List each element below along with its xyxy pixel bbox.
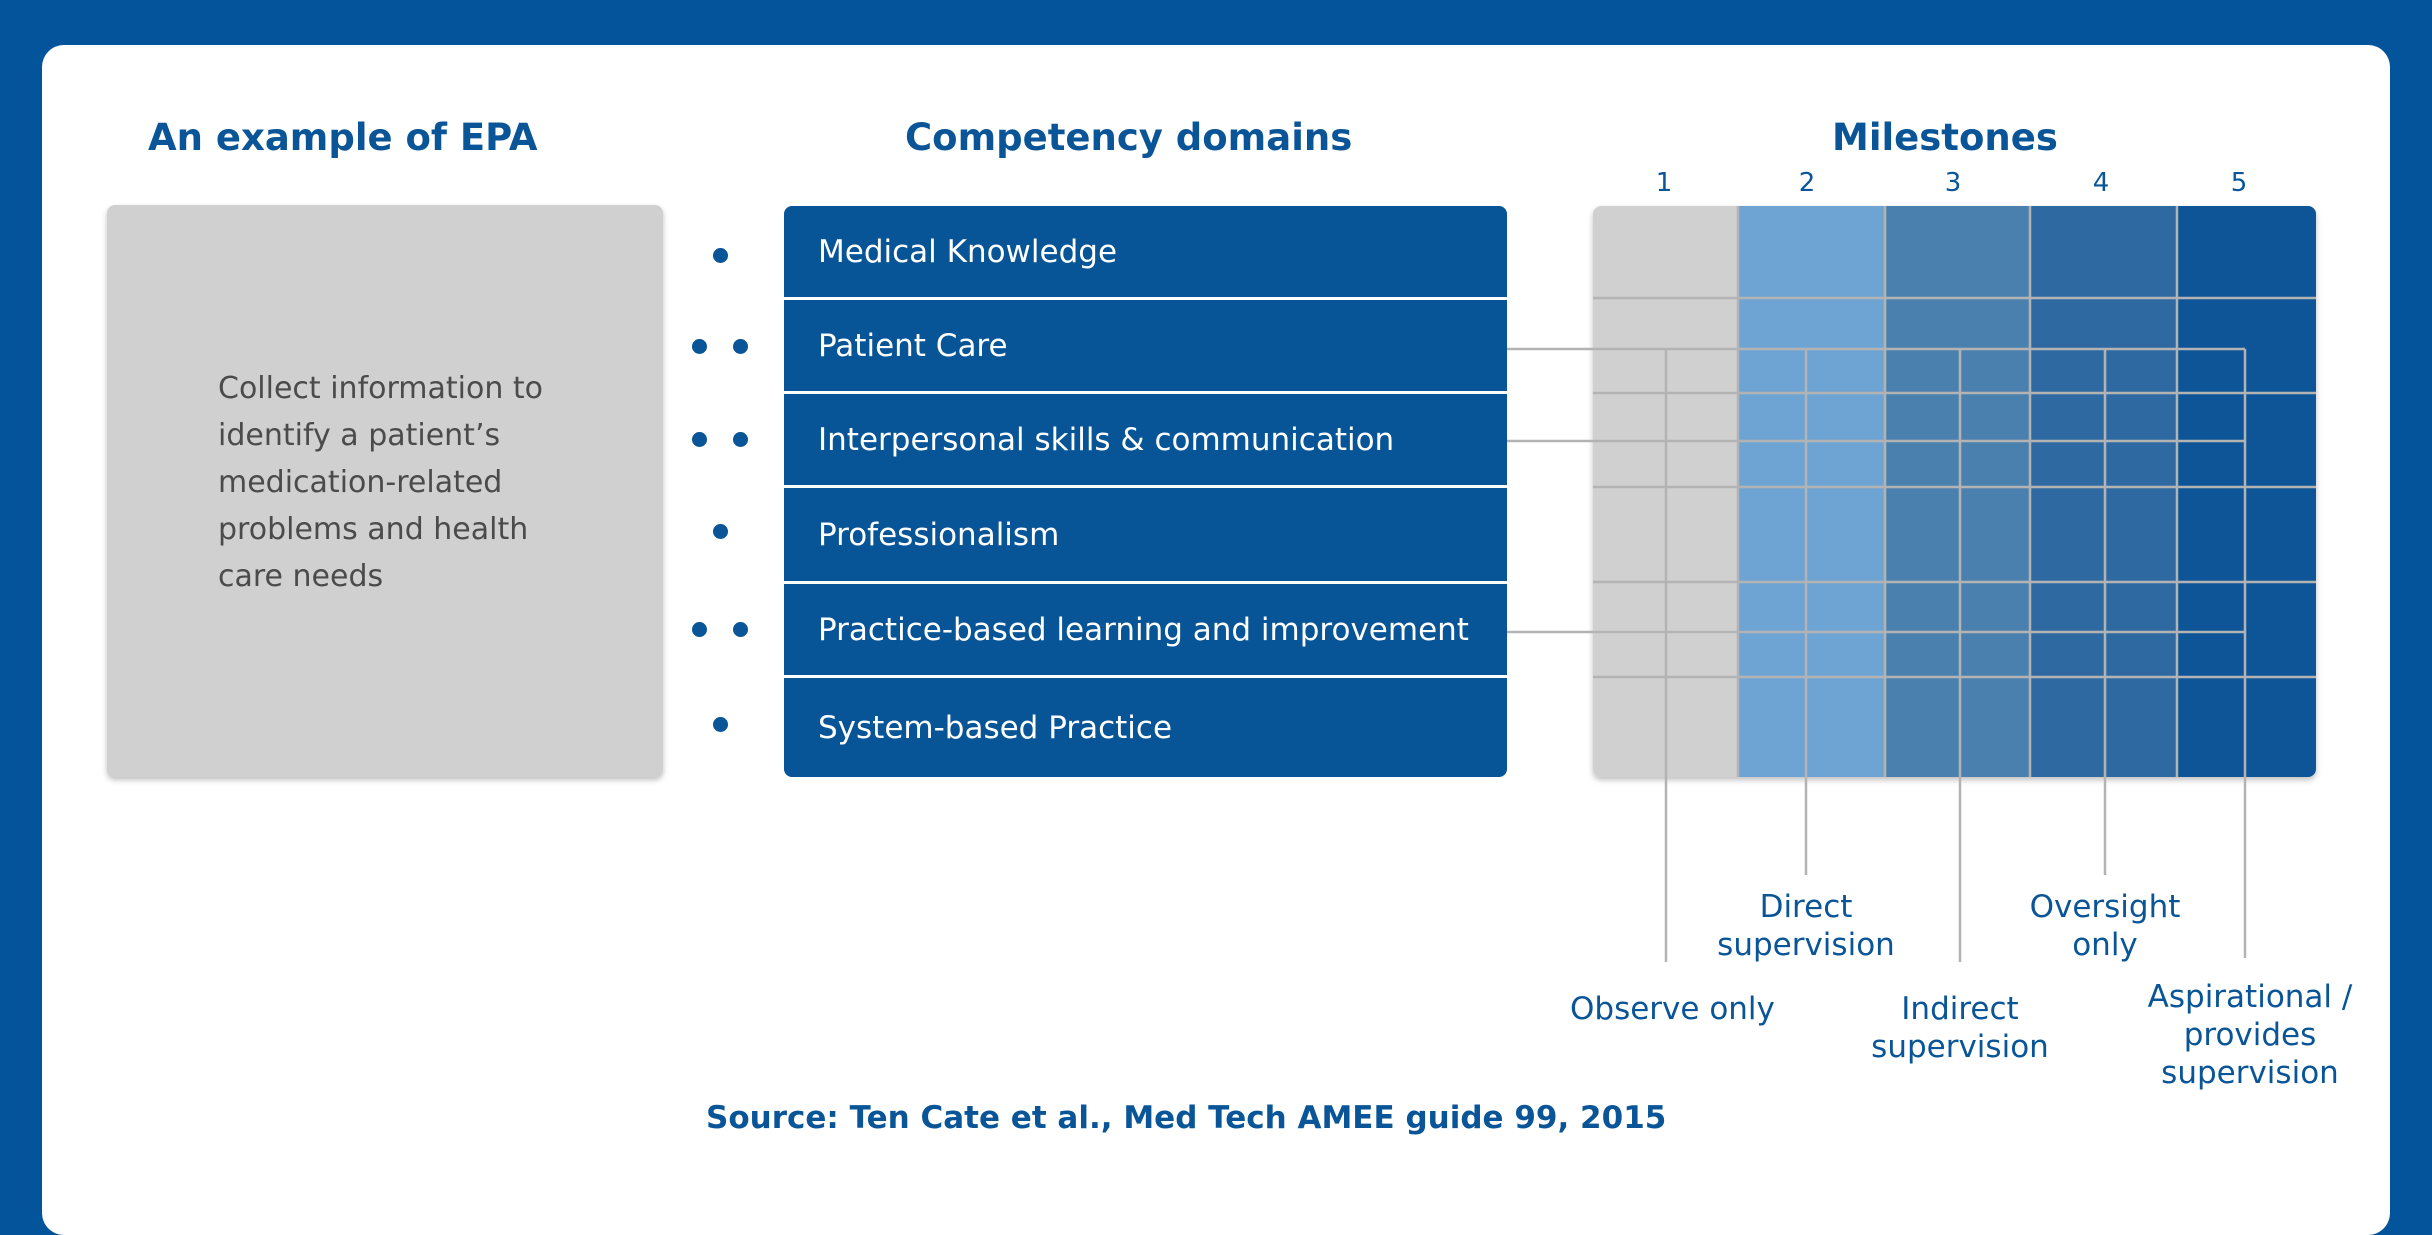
domain-label: Patient Care (818, 327, 1008, 364)
domain-label: Professionalism (818, 516, 1060, 553)
epa-line: Collect information to (218, 371, 544, 406)
domain-row-medical-knowledge: Medical Knowledge (784, 206, 1507, 297)
milestone-label-direct: Direct supervision (1717, 889, 1895, 963)
relevance-dot (713, 248, 728, 263)
milestone-column-number: 2 (1798, 168, 1816, 198)
domain-row-system-based: System-based Practice (784, 678, 1507, 777)
domain-label: Medical Knowledge (818, 233, 1118, 270)
milestone-label-indirect: Indirect supervision (1871, 991, 2049, 1065)
milestone-column-2 (1738, 206, 1885, 777)
domain-row-patient-care: Patient Care (784, 300, 1507, 391)
relevance-dot (692, 432, 707, 447)
diagram-canvas: An example of EPA Competency domains Mil… (42, 45, 2390, 1235)
epa-heading: An example of EPA (148, 116, 538, 159)
relevance-dot (733, 432, 748, 447)
milestone-label-oversight: Oversight only (2029, 889, 2181, 963)
relevance-dot (692, 622, 707, 637)
epa-description: Collect information to identify a patien… (218, 365, 618, 600)
milestone-column-number: 5 (2230, 168, 2248, 198)
epa-line: problems and health (218, 512, 529, 547)
relevance-dot (713, 717, 728, 732)
milestone-column-number: 3 (1944, 168, 1962, 198)
domains-heading: Competency domains (905, 116, 1353, 159)
grid-lines (1507, 206, 2316, 962)
domain-row-practice-based: Practice-based learning and improvement (784, 584, 1507, 675)
domain-label: Practice-based learning and improvement (818, 611, 1469, 648)
epa-box (107, 205, 663, 777)
milestone-column-5 (2177, 206, 2316, 777)
epa-line: care needs (218, 559, 384, 594)
domain-label: System-based Practice (818, 709, 1173, 746)
milestone-column-number: 4 (2092, 168, 2110, 198)
relevance-dot (692, 339, 707, 354)
domain-row-interpersonal: Interpersonal skills & communication (784, 394, 1507, 485)
milestones-heading: Milestones (1832, 116, 2058, 159)
epa-line: medication-related (218, 465, 503, 500)
milestone-label-observe: Observe only (1570, 991, 1775, 1027)
epa-line: identify a patient’s (218, 418, 501, 453)
milestone-column-3 (1885, 206, 2030, 777)
relevance-dot (733, 339, 748, 354)
milestone-column-4 (2030, 206, 2177, 777)
domain-label: Interpersonal skills & communication (818, 421, 1395, 458)
milestone-column-number: 1 (1655, 168, 1673, 198)
source-citation: Source: Ten Cate et al., Med Tech AMEE g… (706, 1100, 1667, 1136)
domain-row-professionalism: Professionalism (784, 488, 1507, 581)
milestone-label-aspirational: Aspirational / provides supervision (2147, 979, 2353, 1091)
relevance-dot (733, 622, 748, 637)
milestone-grid (1507, 206, 2316, 962)
relevance-dot (713, 524, 728, 539)
